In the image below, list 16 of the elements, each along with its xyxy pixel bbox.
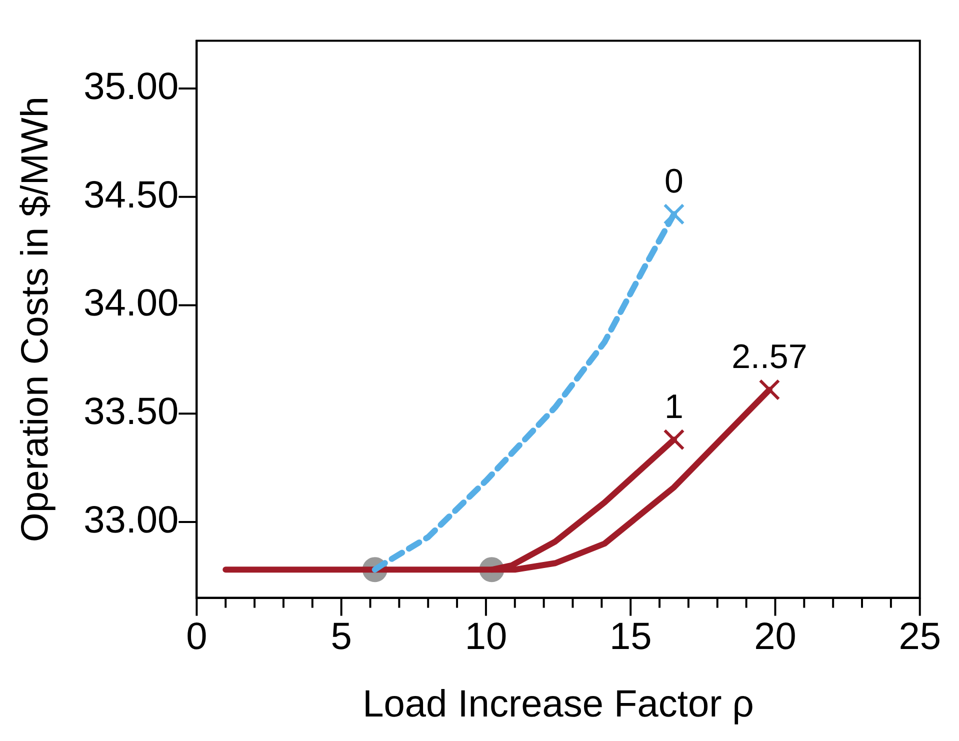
x-tick-label: 25 (898, 616, 942, 658)
y-tick-label: 34.00 (84, 282, 179, 325)
x-tick-label: 5 (330, 616, 352, 658)
y-tick-label: 35.00 (84, 66, 179, 108)
series-label: 2..57 (732, 338, 808, 376)
x-tick-label: 20 (754, 616, 796, 658)
x-tick-label: 15 (609, 616, 652, 658)
x-axis-title: Load Increase Factor ρ (362, 684, 754, 726)
y-tick-label: 33.50 (84, 391, 179, 434)
y-tick-label: 34.50 (84, 174, 179, 216)
series-label: 1 (664, 388, 684, 426)
series-label: 0 (664, 162, 684, 201)
x-tick-label: 10 (464, 616, 508, 658)
y-tick-label: 33.00 (84, 499, 179, 542)
y-axis-title: Operation Costs in $/MWh (14, 96, 56, 542)
x-tick-label: 0 (186, 616, 208, 658)
